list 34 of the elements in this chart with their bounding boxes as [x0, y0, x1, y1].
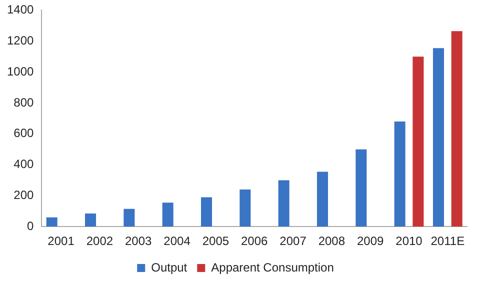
x-tick-label: 2006 [240, 234, 268, 248]
bar [162, 202, 174, 227]
x-tick-label: 2005 [202, 234, 230, 248]
y-tick-label: 1400 [6, 2, 34, 17]
x-tick-label: 2007 [280, 234, 307, 248]
bar [124, 208, 135, 227]
bar [278, 180, 290, 227]
y-tick-label: 1200 [6, 33, 34, 48]
bar [200, 197, 212, 227]
bar [85, 213, 96, 227]
bar [451, 31, 462, 227]
y-tick-label: 800 [14, 95, 34, 110]
y-tick-label: 0 [27, 218, 34, 233]
bar [46, 217, 58, 227]
y-tick-label: 1000 [6, 64, 34, 78]
y-tick-label: 200 [14, 188, 34, 202]
x-tick-label: 2002 [86, 234, 114, 248]
legend-label: Apparent Consumption [211, 260, 334, 274]
x-tick-label: 2001 [48, 234, 75, 248]
bar [432, 48, 444, 227]
y-tick-label: 400 [14, 157, 34, 172]
bar [356, 149, 367, 227]
bar [316, 172, 328, 227]
bar [412, 56, 424, 227]
y-tick-label: 600 [14, 126, 34, 140]
bar [240, 190, 251, 227]
x-tick-label: 2010 [396, 234, 423, 248]
x-tick-label: 2008 [318, 234, 346, 248]
legend-label: Output [151, 260, 188, 274]
bar [394, 121, 406, 227]
x-tick-label: 2004 [164, 234, 191, 248]
x-tick-label: 2011E [430, 234, 465, 248]
x-tick-label: 2003 [125, 234, 152, 248]
x-tick-label: 2009 [356, 234, 384, 248]
